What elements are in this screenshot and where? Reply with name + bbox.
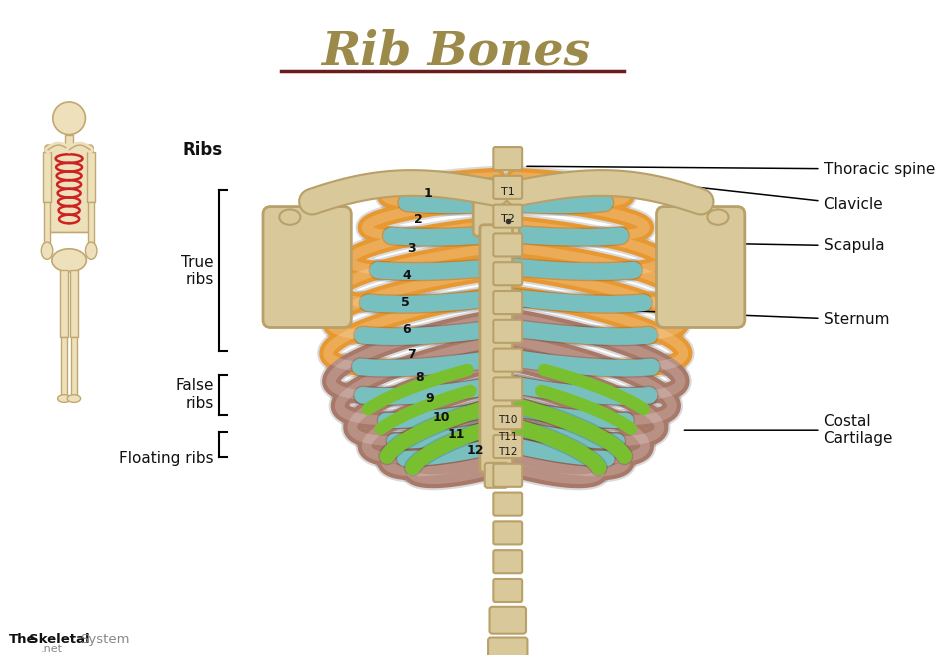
Text: 6: 6 xyxy=(402,323,410,336)
Bar xyxy=(62,337,67,397)
FancyBboxPatch shape xyxy=(493,521,522,545)
Text: The: The xyxy=(9,633,36,646)
FancyBboxPatch shape xyxy=(493,147,522,170)
FancyBboxPatch shape xyxy=(489,607,526,634)
Text: T12: T12 xyxy=(498,448,518,458)
Text: Ribs: Ribs xyxy=(182,141,222,159)
Text: T1: T1 xyxy=(501,187,515,197)
Text: True
ribs: True ribs xyxy=(181,255,214,287)
Text: 5: 5 xyxy=(401,296,409,309)
FancyBboxPatch shape xyxy=(493,291,522,314)
Text: .net: .net xyxy=(40,644,63,654)
Bar xyxy=(43,152,51,202)
FancyBboxPatch shape xyxy=(493,406,522,429)
Text: 10: 10 xyxy=(433,411,450,424)
FancyBboxPatch shape xyxy=(493,262,522,285)
FancyBboxPatch shape xyxy=(493,233,522,256)
Text: 9: 9 xyxy=(426,392,434,405)
FancyBboxPatch shape xyxy=(493,377,522,401)
FancyBboxPatch shape xyxy=(484,463,507,488)
Text: Rib Bones: Rib Bones xyxy=(321,28,591,74)
FancyBboxPatch shape xyxy=(488,638,527,664)
Text: Floating ribs: Floating ribs xyxy=(120,452,214,466)
Ellipse shape xyxy=(708,209,729,225)
FancyBboxPatch shape xyxy=(493,176,522,199)
Text: 11: 11 xyxy=(447,429,466,442)
FancyBboxPatch shape xyxy=(263,207,352,328)
FancyBboxPatch shape xyxy=(493,320,522,343)
Bar xyxy=(71,337,77,397)
Text: T11: T11 xyxy=(498,432,518,442)
Ellipse shape xyxy=(58,395,71,402)
Text: Clavicle: Clavicle xyxy=(684,186,884,212)
Ellipse shape xyxy=(279,209,300,225)
Bar xyxy=(88,202,94,248)
Text: 1: 1 xyxy=(424,187,432,199)
FancyBboxPatch shape xyxy=(493,205,522,227)
Bar xyxy=(61,270,68,337)
Text: 8: 8 xyxy=(415,371,424,384)
Text: 4: 4 xyxy=(402,269,411,282)
FancyBboxPatch shape xyxy=(493,464,522,487)
FancyBboxPatch shape xyxy=(493,492,522,516)
Ellipse shape xyxy=(67,395,81,402)
Ellipse shape xyxy=(86,242,97,260)
FancyBboxPatch shape xyxy=(656,207,745,328)
Bar xyxy=(66,134,73,148)
Text: Sternum: Sternum xyxy=(500,306,889,327)
FancyBboxPatch shape xyxy=(493,579,522,602)
Text: False
ribs: False ribs xyxy=(176,379,214,411)
Bar xyxy=(44,202,50,248)
Bar xyxy=(87,152,95,202)
FancyBboxPatch shape xyxy=(45,145,93,232)
Text: T10: T10 xyxy=(498,415,518,425)
Text: 7: 7 xyxy=(407,348,415,361)
Bar xyxy=(70,270,78,337)
Circle shape xyxy=(53,102,86,134)
Text: 3: 3 xyxy=(408,242,416,256)
Text: System: System xyxy=(80,633,129,646)
Ellipse shape xyxy=(41,242,53,260)
Text: Costal
Cartilage: Costal Cartilage xyxy=(684,414,893,446)
Text: 2: 2 xyxy=(414,213,423,227)
Ellipse shape xyxy=(52,249,86,272)
FancyBboxPatch shape xyxy=(493,435,522,458)
FancyBboxPatch shape xyxy=(493,550,522,573)
Text: Thoracic spine: Thoracic spine xyxy=(527,162,935,177)
Text: 12: 12 xyxy=(466,444,484,457)
Text: Skeletal: Skeletal xyxy=(28,633,89,646)
FancyBboxPatch shape xyxy=(486,668,529,669)
Text: Scapula: Scapula xyxy=(701,238,884,254)
FancyBboxPatch shape xyxy=(493,349,522,372)
FancyBboxPatch shape xyxy=(473,179,520,236)
Text: T2: T2 xyxy=(501,214,515,224)
FancyBboxPatch shape xyxy=(480,225,513,472)
